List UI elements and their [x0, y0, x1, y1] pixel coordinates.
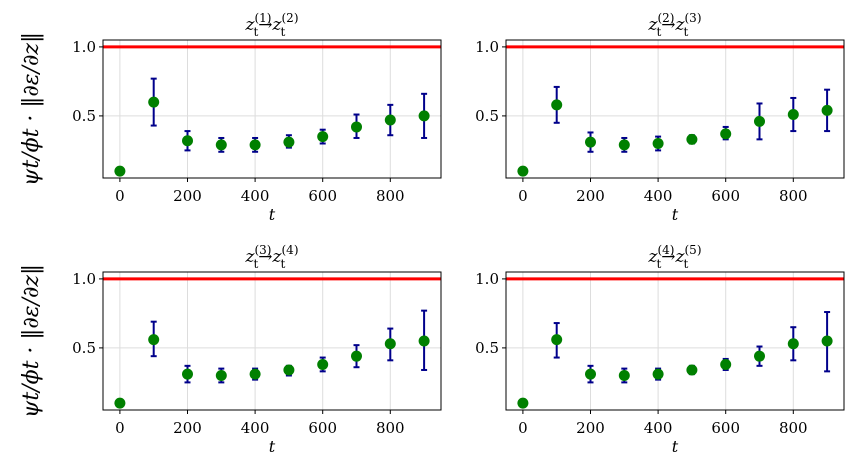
data-point: [517, 165, 529, 177]
data-point: [551, 99, 563, 111]
data-point: [821, 104, 833, 116]
data-point: [652, 368, 664, 380]
x-tick-label: 400: [644, 187, 673, 205]
panel-title: z(1) t→z(2) t: [244, 11, 298, 39]
data-point: [283, 364, 295, 376]
y-tick-label: 1.0: [72, 38, 96, 56]
y-tick-label: 0.5: [72, 339, 96, 357]
data-point: [148, 334, 160, 346]
data-point: [618, 139, 630, 151]
x-axis-label: t: [269, 205, 276, 224]
data-point: [754, 350, 765, 362]
x-tick-label: 800: [779, 187, 808, 205]
x-tick-label: 0: [518, 187, 528, 205]
data-point: [114, 165, 126, 177]
data-point: [182, 135, 193, 147]
y-axis-label-text: ψt/ϕt · ‖∂ε/∂z‖: [19, 32, 44, 186]
data-point: [215, 139, 227, 151]
data-point: [215, 370, 227, 381]
data-point: [787, 109, 799, 121]
data-point: [720, 358, 732, 370]
x-axis-label: t: [269, 437, 276, 456]
data-point: [182, 368, 193, 380]
panel-4: 0 200 400 600 800 0.5 1.0 t z(4) t→z(5) t: [475, 243, 845, 456]
data-point: [720, 128, 732, 140]
panel-3: 0 200 400 600 800 0.5 1.0 t z(3) t→z(4) t ψt/ϕt · ‖…: [19, 243, 442, 456]
data-point: [821, 335, 833, 347]
x-tick-label: 0: [115, 187, 125, 205]
y-tick-label: 0.5: [72, 107, 96, 125]
data-point: [652, 138, 664, 149]
y-tick-label: 1.0: [475, 38, 499, 56]
x-tick-label: 400: [241, 187, 270, 205]
data-point: [351, 121, 362, 133]
data-point: [418, 110, 430, 122]
axes-frame: [102, 271, 442, 411]
data-point: [384, 338, 396, 350]
x-tick-label: 400: [241, 419, 270, 437]
x-tick-label: 600: [308, 419, 337, 437]
data-point: [317, 358, 329, 370]
data-point: [585, 368, 596, 380]
x-tick-label: 200: [576, 419, 605, 437]
x-tick-label: 800: [376, 187, 405, 205]
data-point: [249, 139, 261, 151]
x-tick-label: 200: [576, 187, 605, 205]
panel-title: z(3) t→z(4) t: [244, 243, 298, 271]
data-point: [585, 136, 596, 148]
y-tick-label: 0.5: [475, 107, 499, 125]
y-tick-label: 1.0: [475, 270, 499, 288]
x-axis-label: t: [672, 437, 679, 456]
data-point: [517, 397, 529, 409]
data-point: [418, 335, 430, 347]
x-axis-label: t: [672, 205, 679, 224]
panel-1: 0 200 400 600 800 0.5 1.0 t z(1) t→z(2) t ψt/ϕt · ‖…: [19, 11, 442, 224]
axes-frame: [102, 39, 442, 179]
axes-frame: [505, 271, 845, 411]
x-tick-label: 600: [308, 187, 337, 205]
x-tick-label: 800: [779, 419, 808, 437]
axes-frame: [505, 39, 845, 179]
x-tick-label: 600: [711, 187, 740, 205]
data-point: [754, 115, 765, 127]
y-tick-label: 1.0: [72, 270, 96, 288]
panel-2: 0 200 400 600 800 0.5 1.0 t z(2) t→z(3) t: [475, 11, 845, 224]
panel-title: z(2) t→z(3) t: [647, 11, 701, 39]
data-point: [787, 338, 799, 350]
x-tick-label: 800: [376, 419, 405, 437]
data-point: [148, 96, 160, 108]
y-tick-label: 0.5: [475, 339, 499, 357]
x-tick-label: 0: [115, 419, 125, 437]
data-point: [249, 368, 261, 380]
data-point: [317, 131, 329, 143]
data-point: [686, 133, 698, 145]
x-tick-label: 0: [518, 419, 528, 437]
data-point: [551, 334, 563, 346]
data-point: [283, 136, 295, 148]
x-tick-label: 600: [711, 419, 740, 437]
data-point: [618, 370, 630, 381]
x-tick-label: 200: [173, 419, 202, 437]
y-axis-label: ψt/ϕt · ‖∂ε/∂z‖: [19, 32, 44, 186]
y-axis-label-text: ψt/ϕt · ‖∂ε/∂z‖: [19, 264, 44, 418]
x-tick-label: 400: [644, 419, 673, 437]
x-tick-label: 200: [173, 187, 202, 205]
y-axis-label: ψt/ϕt · ‖∂ε/∂z‖: [19, 264, 44, 418]
data-point: [351, 350, 362, 362]
data-point: [384, 114, 396, 126]
data-point: [686, 364, 698, 376]
panel-title: z(4) t→z(5) t: [647, 243, 701, 271]
data-point: [114, 397, 126, 409]
